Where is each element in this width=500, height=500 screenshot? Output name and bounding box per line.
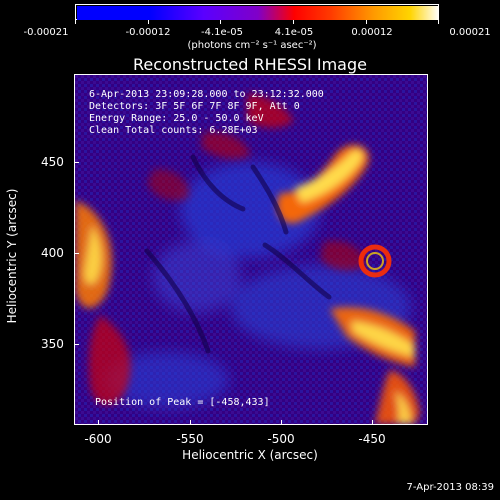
x-label-3: -500 [267, 432, 295, 446]
colorbar-label-1: -0.00021 [23, 27, 69, 38]
y-label-2: 400 [41, 246, 64, 260]
header-line-1: 6-Apr-2013 23:09:28.000 to 23:12:32.000 [89, 89, 324, 100]
y-tick-3 [74, 162, 79, 163]
colorbar-fill [77, 6, 439, 20]
x-tick-2 [190, 420, 191, 425]
x-label-4: -450 [358, 432, 386, 446]
x-tick-4 [372, 420, 373, 425]
colorbar-label-5: 0.00012 [351, 27, 393, 38]
y-tick-2 [74, 253, 79, 254]
colorbar-tick-3 [220, 20, 221, 24]
colorbar-frame [75, 4, 439, 20]
header-line-3: Energy Range: 25.0 - 50.0 keV [89, 113, 264, 124]
colorbar-tick-6 [438, 20, 439, 24]
colorbar-tick-1 [75, 20, 76, 24]
header-line-2: Detectors: 3F 5F 6F 7F 8F 9F, Att 0 [89, 101, 300, 112]
y-axis-title: Heliocentric Y (arcsec) [5, 188, 19, 324]
plot-area: 6-Apr-2013 23:09:28.000 to 23:12:32.000 … [74, 74, 428, 425]
image-dark-filaments [144, 154, 332, 354]
x-label-2: -550 [176, 432, 204, 446]
y-tick-1 [74, 344, 79, 345]
x-axis-title: Heliocentric X (arcsec) [182, 448, 318, 462]
colorbar-gradient [77, 6, 439, 20]
image-hot-layer [75, 93, 420, 424]
timestamp: 7-Apr-2013 08:39 [406, 482, 494, 493]
x-label-1: -600 [84, 432, 112, 446]
colorbar-label-3: -4.1e-05 [201, 27, 243, 38]
solar-image [75, 75, 427, 424]
colorbar-tick-4 [293, 20, 294, 24]
colorbar-tick-2 [148, 20, 149, 24]
colorbar-tick-5 [366, 20, 367, 24]
colorbar-label-2: -0.00012 [125, 27, 171, 38]
plot-title: Reconstructed RHESSI Image [133, 55, 367, 74]
image-ring [358, 244, 392, 278]
colorbar-label-6: 0.00021 [449, 27, 491, 38]
header-line-4: Clean Total counts: 6.28E+03 [89, 125, 258, 136]
colorbar-label-4: 4.1e-05 [274, 27, 314, 38]
y-label-1: 350 [41, 337, 64, 351]
x-tick-3 [281, 420, 282, 425]
x-tick-1 [98, 420, 99, 425]
colorbar [75, 4, 439, 20]
peak-position: Position of Peak = [-458,433] [95, 397, 270, 408]
y-label-3: 450 [41, 155, 64, 169]
colorbar-units: (photons cm⁻² s⁻¹ asec⁻²) [187, 40, 317, 51]
